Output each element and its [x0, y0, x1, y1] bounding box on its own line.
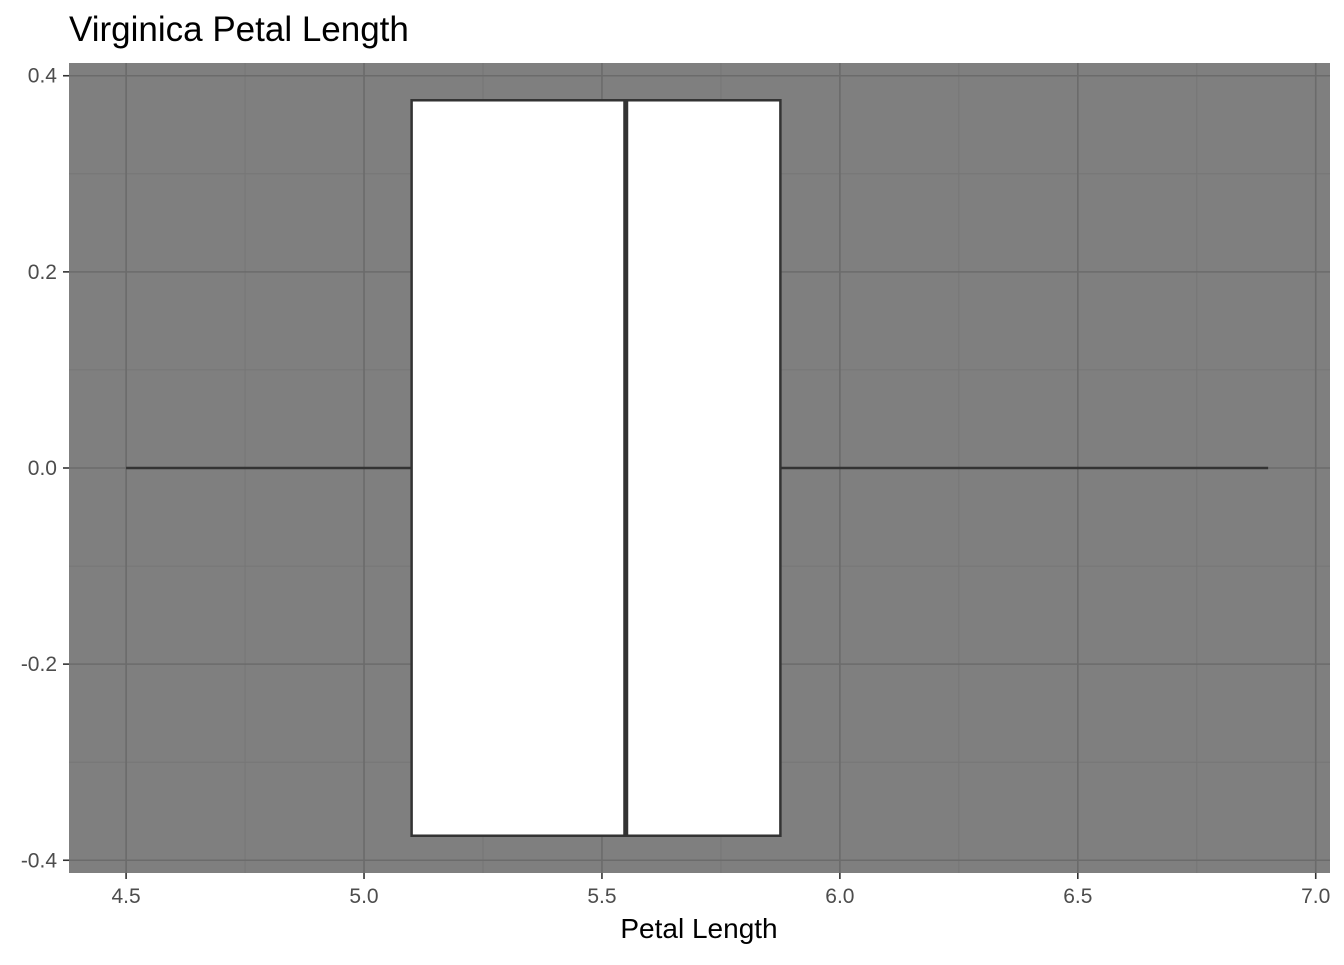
x-tick-label: 6.5 [1063, 885, 1092, 908]
y-axis: 0.4 0.2 0.0 -0.2 -0.4 [21, 65, 69, 872]
x-tick-label: 5.0 [349, 885, 378, 908]
x-axis: 4.5 5.0 5.5 6.0 6.5 7.0 [112, 873, 1330, 908]
y-tick-label: 0.4 [28, 65, 58, 88]
chart-title: Virginica Petal Length [69, 10, 409, 49]
x-tick-label: 5.5 [587, 885, 616, 908]
y-tick-label: -0.2 [21, 653, 57, 676]
x-axis-title: Petal Length [620, 913, 777, 944]
y-tick-label: -0.4 [21, 849, 58, 872]
interquartile-box [410, 99, 782, 837]
box-plot-marks [126, 99, 1269, 837]
y-tick-label: 0.2 [28, 261, 57, 284]
x-tick-label: 7.0 [1301, 885, 1330, 908]
x-tick-label: 4.5 [112, 885, 141, 908]
y-tick-label: 0.0 [28, 457, 57, 480]
x-tick-label: 6.0 [825, 885, 854, 908]
